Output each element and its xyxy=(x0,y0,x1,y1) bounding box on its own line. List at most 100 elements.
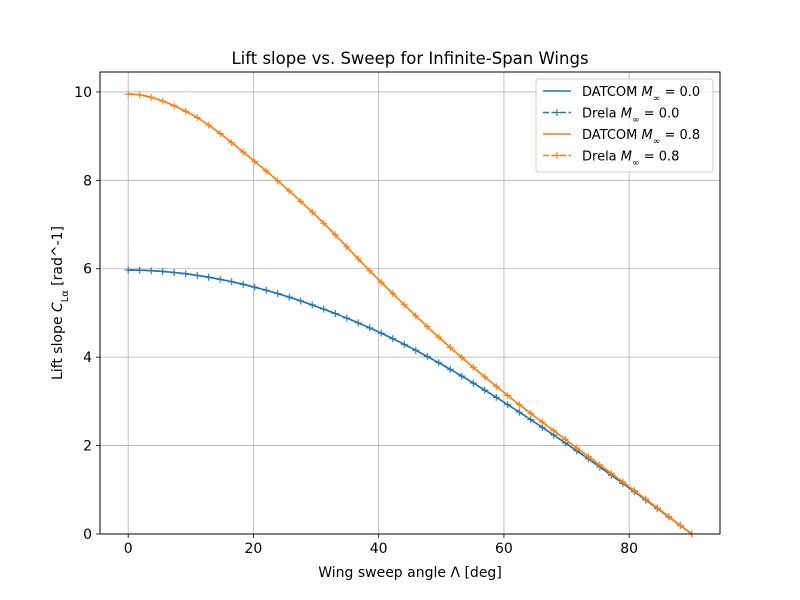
data-point-3 xyxy=(676,521,684,529)
data-point-3 xyxy=(435,333,443,341)
data-point-3 xyxy=(596,461,604,469)
data-point-1 xyxy=(285,293,293,301)
data-point-3 xyxy=(573,444,581,452)
x-tick-label: 40 xyxy=(370,541,388,557)
y-tick-label: 2 xyxy=(83,439,92,455)
data-point-3 xyxy=(642,495,650,503)
data-point-3 xyxy=(182,107,190,115)
legend-item-2: DATCOM M∞ = 0.8 xyxy=(543,128,700,147)
legend: DATCOM M∞ = 0.0 Drela M∞ = 0.0 DATCOM M∞ =… xyxy=(535,78,714,173)
legend-marker-1 xyxy=(553,109,561,116)
data-point-1 xyxy=(239,280,247,288)
data-point-1 xyxy=(205,273,213,281)
data-point-3 xyxy=(251,157,259,165)
data-point-1 xyxy=(412,346,420,354)
data-point-3 xyxy=(239,148,247,156)
legend-frame xyxy=(535,78,714,173)
y-tick-label: 8 xyxy=(83,173,92,189)
data-point-1 xyxy=(228,278,236,286)
data-point-1 xyxy=(343,314,351,322)
data-point-1 xyxy=(366,324,374,332)
data-point-3 xyxy=(665,513,673,521)
data-point-1 xyxy=(136,266,144,274)
series-3 xyxy=(124,90,696,538)
data-point-1 xyxy=(377,329,385,337)
data-point-1 xyxy=(297,297,305,305)
data-point-3 xyxy=(423,323,431,331)
data-point-3 xyxy=(147,93,155,101)
data-point-3 xyxy=(308,208,316,216)
data-point-3 xyxy=(124,90,132,98)
data-point-1 xyxy=(389,335,397,343)
data-point-3 xyxy=(400,301,408,309)
legend-label-2: DATCOM M∞ = 0.8 xyxy=(582,128,700,147)
legend-marker-3 xyxy=(553,152,561,159)
data-point-3 xyxy=(285,187,293,195)
data-point-3 xyxy=(561,435,569,443)
data-point-3 xyxy=(159,97,167,105)
data-point-3 xyxy=(412,312,420,320)
x-tick-label: 0 xyxy=(124,541,133,557)
data-point-3 xyxy=(262,167,270,175)
y-tick-label: 10 xyxy=(74,85,92,101)
data-point-3 xyxy=(366,267,374,275)
data-point-1 xyxy=(124,266,132,274)
data-point-3 xyxy=(320,219,328,227)
x-axis-ticks: 0 20 40 60 80 xyxy=(124,534,638,557)
data-point-3 xyxy=(228,139,236,147)
data-point-1 xyxy=(515,408,523,416)
data-point-3 xyxy=(515,401,523,409)
series-layer xyxy=(124,90,696,538)
y-tick-label: 6 xyxy=(83,262,92,278)
data-point-3 xyxy=(492,382,500,390)
legend-item-1: Drela M∞ = 0.0 xyxy=(543,107,679,126)
data-point-1 xyxy=(170,269,178,277)
data-point-1 xyxy=(193,271,201,279)
data-point-1 xyxy=(527,416,535,424)
data-point-3 xyxy=(481,373,489,381)
x-tick-label: 60 xyxy=(495,541,513,557)
legend-item-3: Drela M∞ = 0.8 xyxy=(543,150,679,169)
data-point-3 xyxy=(205,121,213,129)
data-point-3 xyxy=(331,231,339,239)
data-point-1 xyxy=(262,286,270,294)
data-point-1 xyxy=(274,290,282,298)
data-point-3 xyxy=(377,278,385,286)
y-axis-label-text: Lift slope CLα [rad^-1] xyxy=(50,226,71,380)
axes-frame xyxy=(99,71,721,535)
data-point-1 xyxy=(331,309,339,317)
data-point-1 xyxy=(504,401,512,409)
data-point-3 xyxy=(458,353,466,361)
data-point-1 xyxy=(354,319,362,327)
data-point-1 xyxy=(251,283,259,291)
data-point-3 xyxy=(216,130,224,138)
data-point-3 xyxy=(274,177,282,185)
x-axis-label: Wing sweep angle Λ [deg] xyxy=(318,565,502,581)
series-line-3 xyxy=(128,93,693,535)
data-point-1 xyxy=(182,270,190,278)
data-point-3 xyxy=(136,91,144,99)
legend-label-3: Drela M∞ = 0.8 xyxy=(582,150,679,169)
data-point-3 xyxy=(538,418,546,426)
data-point-3 xyxy=(550,427,558,435)
data-point-3 xyxy=(354,255,362,263)
legend-label-0: DATCOM M∞ = 0.0 xyxy=(582,85,700,104)
legend-label-1: Drela M∞ = 0.0 xyxy=(582,107,679,126)
chart-title: Lift slope vs. Sweep for Infinite-Span W… xyxy=(231,49,588,68)
data-point-3 xyxy=(297,197,305,205)
data-point-3 xyxy=(170,102,178,110)
data-point-3 xyxy=(343,243,351,251)
data-point-3 xyxy=(389,290,397,298)
data-point-1 xyxy=(481,386,489,394)
y-tick-label: 0 xyxy=(83,527,92,543)
data-point-1 xyxy=(320,305,328,313)
data-point-3 xyxy=(619,478,627,486)
data-point-1 xyxy=(400,340,408,348)
data-point-1 xyxy=(216,275,224,283)
data-point-3 xyxy=(584,452,592,460)
x-tick-label: 80 xyxy=(620,541,638,557)
data-point-3 xyxy=(607,469,615,477)
legend-item-0: DATCOM M∞ = 0.0 xyxy=(543,85,700,104)
data-point-1 xyxy=(446,365,454,373)
